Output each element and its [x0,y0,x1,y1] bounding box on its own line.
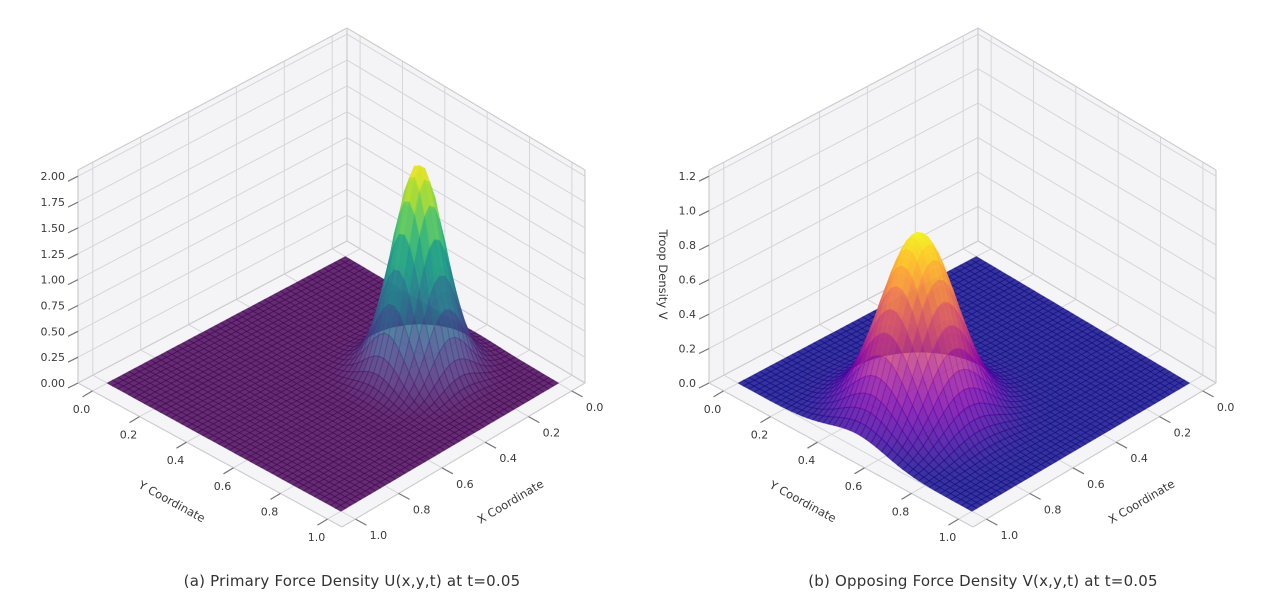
back-wall-left [709,28,978,383]
z-tick-label: 0.6 [679,274,697,287]
y-tick-label: 0.4 [167,454,185,467]
pane-edges [708,27,1217,528]
y-axis-ticks: 0.0 0.2 0.4 0.6 0.8 1.0 [704,390,959,544]
z-tick-label: 0.2 [679,343,697,356]
x-axis-ticks: 0.0 0.2 0.4 0.6 0.8 1.0 [355,390,604,542]
panel-b: 0.0 0.2 0.4 0.6 0.8 1.0 0.0 0.2 0.4 0.6 0.8 1.0 0.0 0… [631,0,1262,606]
x-tick-label: 0.0 [1217,401,1235,414]
x-axis-label: X Coordinate [475,477,546,527]
surface-plot-a: 0.0 0.2 0.4 0.6 0.8 1.0 0.0 0.2 0.4 0.6 0.8 1.0 0.00… [41,27,604,544]
z-tick-label: 1.0 [679,205,697,218]
y-axis-label: Y Coordinate [135,477,207,525]
x-tick-label: 1.0 [1001,529,1019,542]
z-tick-label: 0.75 [41,300,66,313]
back-wall-left [78,28,347,383]
z-axis-ticks: 0.0 0.2 0.4 0.6 0.8 1.0 1.2 [679,170,710,390]
z-tick-label: 2.00 [41,170,66,183]
z-tick-label: 0.0 [679,377,697,390]
z-tick-label: 0.25 [41,351,66,364]
surface-mesh [737,231,1190,512]
y-tick-label: 0.4 [798,454,816,467]
z-tick-label: 1.50 [41,222,66,235]
x-tick-label: 0.4 [1130,452,1148,465]
panel-a: 0.0 0.2 0.4 0.6 0.8 1.0 0.0 0.2 0.4 0.6 0.8 1.0 0.00… [41,27,604,590]
z-axis-label: Troop Density V [656,229,670,320]
y-tick-label: 0.2 [751,429,769,442]
x-tick-label: 0.2 [1174,427,1192,440]
y-axis-label: Y Coordinate [766,477,838,525]
y-tick-label: 0.0 [73,403,91,416]
y-tick-label: 0.8 [892,505,910,518]
x-tick-label: 0.8 [413,503,431,516]
x-tick-label: 0.2 [543,427,561,440]
y-tick-label: 1.0 [308,531,326,544]
back-wall-right [978,28,1216,383]
x-tick-label: 0.4 [499,452,517,465]
back-wall-right [347,28,585,383]
x-axis-label: X Coordinate [1106,477,1177,527]
surface-mesh [106,165,559,512]
pane-edges [77,27,586,528]
x-axis-ticks: 0.0 0.2 0.4 0.6 0.8 1.0 [986,390,1235,542]
x-tick-label: 0.6 [456,478,474,491]
z-tick-label: 1.00 [41,274,66,287]
z-tick-label: 0.8 [679,239,697,252]
y-tick-label: 0.8 [261,505,279,518]
z-tick-label: 1.75 [41,196,66,209]
y-axis-ticks: 0.0 0.2 0.4 0.6 0.8 1.0 [73,390,328,544]
y-tick-label: 0.6 [845,480,863,493]
caption-a: (a) Primary Force Density U(x,y,t) at t=… [183,572,521,590]
caption-b: (b) Opposing Force Density V(x,y,t) at t… [808,572,1158,590]
y-tick-label: 0.0 [704,403,722,416]
z-axis-ticks: 0.00 0.25 0.50 0.75 1.00 1.25 1.50 1.75 2.00 [41,170,79,390]
x-tick-label: 1.0 [370,529,388,542]
z-tick-label: 1.2 [679,170,697,183]
z-tick-label: 0.50 [41,325,66,338]
surface-plot-b: 0.00.20.40.60.81.00.00.20.40.60.81.00.00… [656,27,1235,544]
z-tick-label: 0.00 [41,377,66,390]
x-tick-label: 0.8 [1044,503,1062,516]
y-tick-label: 0.2 [120,429,138,442]
y-tick-label: 1.0 [939,531,957,544]
y-tick-label: 0.6 [214,480,232,493]
x-tick-label: 0.0 [586,401,604,414]
z-tick-label: 0.4 [679,308,697,321]
x-tick-label: 0.6 [1087,478,1105,491]
z-tick-label: 1.25 [41,248,66,261]
